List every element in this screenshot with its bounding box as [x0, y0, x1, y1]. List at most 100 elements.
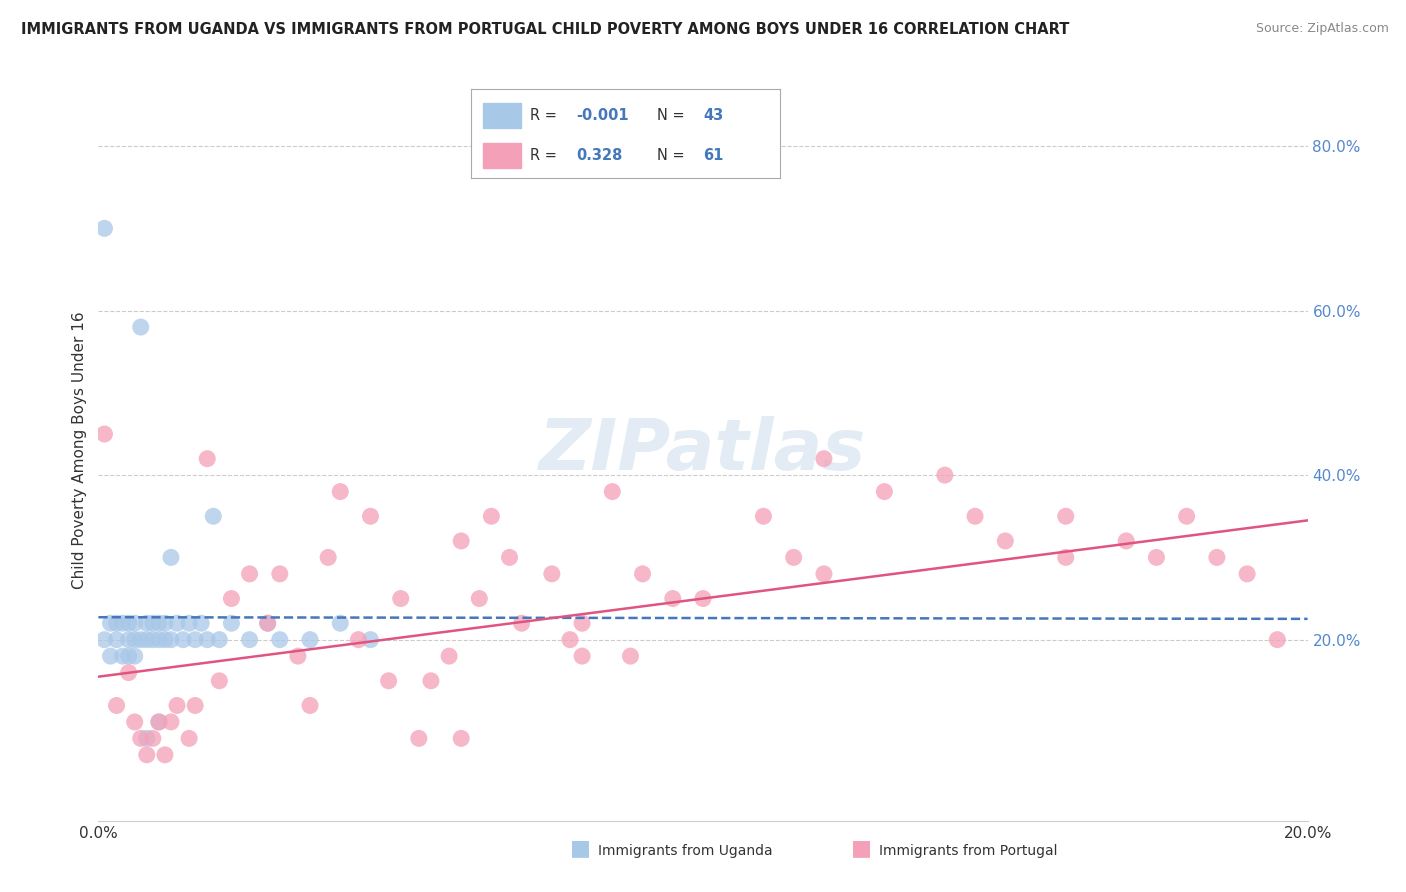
- Point: [329, 484, 352, 499]
- Text: 61: 61: [703, 148, 723, 162]
- Point: [111, 649, 134, 664]
- Point: [239, 566, 262, 581]
- Point: [299, 632, 322, 647]
- Point: [316, 550, 339, 565]
- Point: [105, 698, 128, 713]
- Point: [124, 616, 146, 631]
- Point: [661, 591, 683, 606]
- Point: [571, 616, 593, 631]
- Point: [221, 616, 243, 631]
- Point: [118, 632, 141, 647]
- Point: [160, 714, 183, 729]
- Point: [93, 632, 115, 647]
- Point: [619, 649, 641, 664]
- Point: [148, 714, 170, 729]
- Point: [179, 616, 201, 631]
- Point: [269, 632, 291, 647]
- Point: [105, 632, 128, 647]
- Point: [184, 698, 207, 713]
- Point: [135, 616, 157, 631]
- Point: [172, 632, 194, 647]
- Point: [142, 616, 165, 631]
- Point: [118, 665, 141, 680]
- Point: [783, 550, 806, 565]
- Point: [377, 673, 399, 688]
- Point: [166, 698, 188, 713]
- Point: [813, 566, 835, 581]
- Point: [148, 632, 170, 647]
- Point: [118, 616, 141, 631]
- Point: [135, 632, 157, 647]
- Point: [256, 616, 278, 631]
- Point: [93, 427, 115, 442]
- Point: [118, 649, 141, 664]
- Text: ■: ■: [569, 838, 591, 858]
- Point: [1054, 550, 1077, 565]
- Point: [166, 616, 188, 631]
- Point: [965, 509, 987, 524]
- Point: [481, 509, 503, 524]
- Point: [571, 649, 593, 664]
- Point: [1175, 509, 1198, 524]
- Point: [468, 591, 491, 606]
- Point: [360, 632, 382, 647]
- Point: [153, 747, 176, 762]
- Point: [105, 616, 128, 631]
- Point: [1236, 566, 1258, 581]
- Point: [111, 616, 134, 631]
- Point: [631, 566, 654, 581]
- Point: [269, 566, 291, 581]
- Point: [498, 550, 520, 565]
- Text: IMMIGRANTS FROM UGANDA VS IMMIGRANTS FROM PORTUGAL CHILD POVERTY AMONG BOYS UNDE: IMMIGRANTS FROM UGANDA VS IMMIGRANTS FRO…: [21, 22, 1070, 37]
- Point: [208, 632, 231, 647]
- Text: ■: ■: [851, 838, 872, 858]
- Point: [1206, 550, 1229, 565]
- Point: [329, 616, 352, 631]
- Point: [100, 616, 122, 631]
- Point: [1144, 550, 1167, 565]
- Point: [408, 731, 430, 746]
- Point: [93, 221, 115, 235]
- Point: [389, 591, 412, 606]
- Point: [360, 509, 382, 524]
- Text: R =: R =: [530, 109, 561, 123]
- Point: [692, 591, 714, 606]
- Y-axis label: Child Poverty Among Boys Under 16: Child Poverty Among Boys Under 16: [72, 311, 87, 590]
- Point: [100, 649, 122, 664]
- Point: [420, 673, 443, 688]
- Point: [129, 632, 152, 647]
- Point: [1267, 632, 1289, 647]
- Point: [202, 509, 225, 524]
- Point: [124, 649, 146, 664]
- Point: [148, 616, 170, 631]
- Point: [752, 509, 775, 524]
- Text: -0.001: -0.001: [576, 109, 628, 123]
- Text: 0.328: 0.328: [576, 148, 623, 162]
- Point: [184, 632, 207, 647]
- Text: Source: ZipAtlas.com: Source: ZipAtlas.com: [1256, 22, 1389, 36]
- Point: [148, 714, 170, 729]
- Point: [160, 550, 183, 565]
- Point: [142, 731, 165, 746]
- Point: [813, 451, 835, 466]
- Point: [558, 632, 581, 647]
- Point: [221, 591, 243, 606]
- Point: [135, 731, 157, 746]
- Text: N =: N =: [657, 109, 689, 123]
- Point: [934, 468, 956, 483]
- Point: [299, 698, 322, 713]
- Point: [239, 632, 262, 647]
- Point: [208, 673, 231, 688]
- Point: [142, 632, 165, 647]
- Point: [450, 731, 472, 746]
- Text: 43: 43: [703, 109, 723, 123]
- Point: [1115, 533, 1137, 548]
- Point: [450, 533, 472, 548]
- Bar: [484, 103, 520, 128]
- Bar: [484, 143, 520, 168]
- Point: [873, 484, 896, 499]
- Point: [153, 632, 176, 647]
- Text: N =: N =: [657, 148, 689, 162]
- Point: [160, 632, 183, 647]
- Text: ZIPatlas: ZIPatlas: [540, 416, 866, 485]
